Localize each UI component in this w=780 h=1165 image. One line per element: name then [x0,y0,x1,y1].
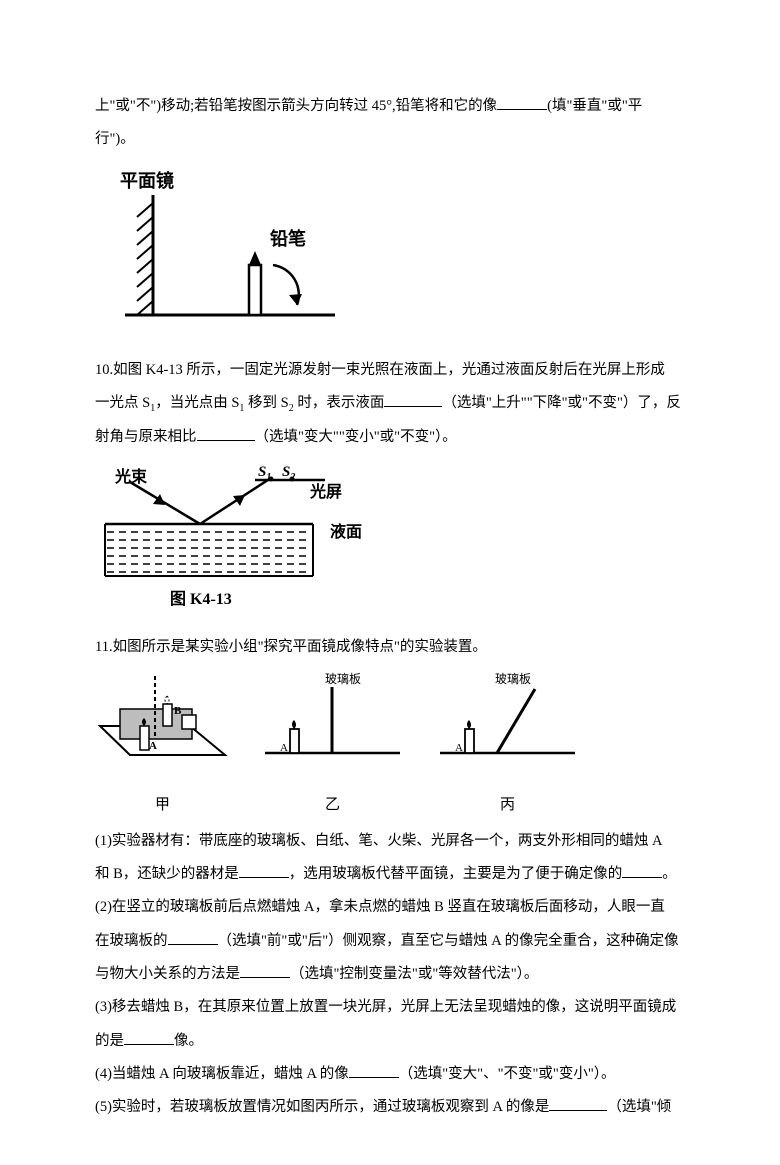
q11-p5: (5)实验时，若玻璃板放置情况如图丙所示，通过玻璃板观察到 A 的像是 （选填"倾 [95,1091,685,1124]
q11-p4-a: (4)当蜡烛 A 向玻璃板靠近，蜡烛 A 的像 [95,1066,349,1082]
cap-yi: 乙 [260,788,405,823]
q11-num: 11. [95,639,113,655]
q9-text: 上"或"不")移动;若铅笔按图示箭头方向转过 45°,铅笔将和它的像 (填"垂直"… [95,90,685,123]
candle-yi [290,729,299,753]
q9-line1-pre: 上"或"不")移动;若铅笔按图示箭头方向转过 45°,铅笔将和它的像 [95,98,497,114]
q11-figures: A B 甲 玻璃板 A 乙 玻璃板 [95,671,685,823]
q11-p1-l1: (1)实验器材有：带底座的玻璃板、白纸、笔、火柴、光屏各一个，两支外形相同的蜡烛… [95,825,685,858]
liquid-fill [107,532,311,572]
q11-p5-a: (5)实验时，若玻璃板放置情况如图丙所示，通过玻璃板观察到 A 的像是 [95,1099,549,1115]
block [182,715,196,729]
reflected-ray [200,478,271,524]
q10-l2-e: （选填"上升""下降"或"不变"）了，反 [442,395,681,411]
document-page: 上"或"不")移动;若铅笔按图示箭头方向转过 45°,铅笔将和它的像 (填"垂直"… [0,0,780,1165]
label-glass-yi: 玻璃板 [325,672,361,686]
q11-p4-b: （选填"变大"、"不变"或"变小"）。 [399,1066,616,1082]
q10-line2: 一光点 S1，当光点由 S1 移到 S2 时，表示液面（选填"上升""下降"或"… [95,387,685,420]
q9-label-pencil: 铅笔 [270,228,306,249]
q10-l2-b: ，当光点由 S [155,395,239,411]
q10-line1: 10.如图 K4-13 所示，一固定光源发射一束光照在液面上，光通过液面反射后在… [95,354,685,387]
q11-blank4[interactable] [240,962,290,978]
arc-arrowhead [289,294,302,305]
cap-jia: 甲 [95,788,230,823]
mirror-hatching [137,203,153,315]
q11-blank1[interactable] [239,862,289,878]
q9-svg: 平面镜 铅笔 [95,165,345,335]
q11-p1-a: 和 B，还缺少的器材是 [95,866,239,882]
q10-caption: 图 K4-13 [170,590,232,608]
candle-a [140,726,149,750]
q11-p2-c: 与物大小关系的方法是 [95,966,240,982]
q10-l2-c: 移到 S [244,395,288,411]
q10-label-liquid: 液面 [330,522,362,541]
q11-fig-bing: 玻璃板 A 丙 [435,671,580,823]
q10-l3-a: 射角与原来相比 [95,429,197,445]
q10-l2-d: 时，表示液面 [294,395,385,411]
label-b: B [174,705,182,717]
q9-line1-post: (填"垂直"或"平 [547,98,642,114]
q11-fig-yi: 玻璃板 A 乙 [260,671,405,823]
q10-line3: 射角与原来相比 （选填"变大""变小"或"不变"）。 [95,421,685,454]
q11-blank2[interactable] [622,862,662,878]
q11-svg-yi: 玻璃板 A [260,671,405,771]
q11-blank3[interactable] [168,929,218,945]
q11-svg-bing: 玻璃板 A [435,671,580,771]
q11-p2-l3: 与物大小关系的方法是 （选填"控制变量法"或"等效替代法"）。 [95,958,685,991]
q10-blank1[interactable] [384,392,442,408]
q11-blank5[interactable] [124,1029,174,1045]
q11-p1-b: ，选用玻璃板代替平面镜，主要是为了便于确定像的 [289,866,623,882]
pencil-icon [249,251,261,315]
q11-p3-l1: (3)移去蜡烛 B，在其原来位置上放置一块光屏，光屏上无法呈现蜡烛的像，这说明平… [95,991,685,1024]
incident-ray [130,482,200,524]
q11-fig-jia: A B 甲 [95,671,230,823]
q11-p1-l2: 和 B，还缺少的器材是 ，选用玻璃板代替平面镜，主要是为了便于确定像的 。 [95,858,685,891]
q10-l2-a: 一光点 S [95,395,150,411]
label-glass-bing: 玻璃板 [495,672,531,686]
q10-blank2[interactable] [197,425,255,441]
glass-bing [497,689,535,753]
q11-intro-text: 如图所示是某实验小组"探究平面镜成像特点"的实验装置。 [113,639,487,655]
q9-label-mirror: 平面镜 [120,170,174,191]
label-a: A [149,740,157,752]
label-a-bing: A [455,742,463,754]
candle-b [163,704,172,726]
q10-svg: 光束 S1 S2 光屏 [95,462,385,612]
q11-p2-l1: (2)在竖立的玻璃板前后点燃蜡烛 A，拿未点燃的蜡烛 B 竖直在玻璃板后面移动，… [95,891,685,924]
q11-intro: 11.如图所示是某实验小组"探究平面镜成像特点"的实验装置。 [95,631,685,664]
q11-p1-c: 。 [662,866,677,882]
q10-label-screen: 光屏 [309,482,342,501]
cap-bing: 丙 [435,788,580,823]
q11-p2-l2: 在玻璃板的 （选填"前"或"后"）侧观察，直至它与蜡烛 A 的像完全重合，这种确定… [95,925,685,958]
q11-p4: (4)当蜡烛 A 向玻璃板靠近，蜡烛 A 的像 （选填"变大"、"不变"或"变小"… [95,1058,685,1091]
q10-l3-b: （选填"变大""变小"或"不变"）。 [255,429,457,445]
q9-figure: 平面镜 铅笔 [95,165,685,348]
q11-p2-d: （选填"控制变量法"或"等效替代法"）。 [290,966,538,982]
q11-p3-a: 的是 [95,1033,124,1049]
q11-p3-l2: 的是 像。 [95,1025,685,1058]
q9-line2: 行")。 [95,123,685,156]
q10-num: 10. [95,362,113,378]
q10-figure: 光束 S1 S2 光屏 [95,462,685,625]
q11-blank7[interactable] [549,1096,607,1112]
flame-bing [467,720,471,729]
flame-yi [292,720,296,729]
q11-blank6[interactable] [349,1063,399,1079]
q11-svg-jia: A B [95,671,230,771]
label-a-yi: A [280,742,288,754]
flame-b [165,696,169,704]
q10-line1-text: 如图 K4-13 所示，一固定光源发射一束光照在液面上，光通过液面反射后在光屏上… [113,362,665,378]
q11-p2-a: 在玻璃板的 [95,933,168,949]
candle-bing [465,729,474,753]
q11-p3-b: 像。 [174,1033,203,1049]
q9-blank1[interactable] [497,95,547,111]
q11-p5-b: （选填"倾 [607,1099,671,1115]
q11-p2-b: （选填"前"或"后"）侧观察，直至它与蜡烛 A 的像完全重合，这种确定像 [218,933,679,949]
